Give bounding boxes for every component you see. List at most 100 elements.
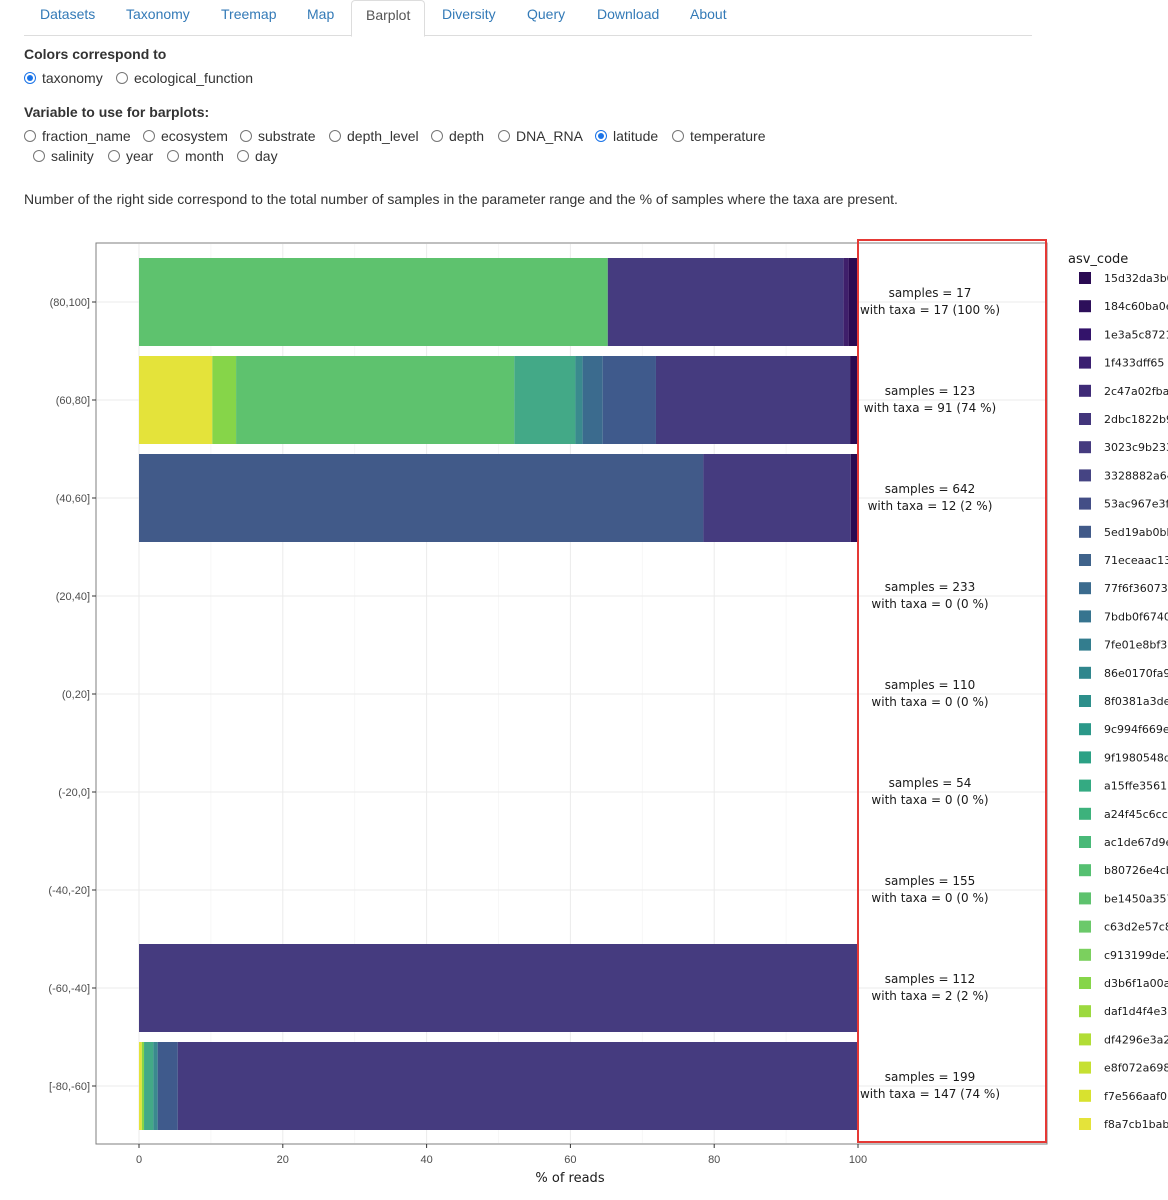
radio-dot-checked[interactable]: [595, 130, 607, 142]
tab-query[interactable]: Query: [527, 6, 566, 22]
legend-label: c913199de2: [1104, 949, 1168, 962]
legend-label: b80726e4cb: [1104, 864, 1168, 877]
radio-dot[interactable]: [498, 130, 510, 142]
radio-dna-rna[interactable]: DNA_RNA: [498, 127, 583, 145]
legend-label: ac1de67d9e: [1104, 836, 1168, 849]
legend-swatch: [1079, 807, 1091, 820]
bar-segment: [850, 356, 858, 444]
bar-segment: [602, 356, 656, 444]
bar-segment: [212, 356, 237, 444]
bar-segment: [850, 454, 858, 542]
legend-label: 2dbc1822b9: [1104, 413, 1168, 426]
radio-month[interactable]: month: [167, 147, 224, 165]
y-tick-label: [-80,-60]: [49, 1081, 90, 1093]
legend-swatch: [1079, 864, 1091, 877]
legend-swatch: [1079, 356, 1091, 369]
tab-map[interactable]: Map: [307, 6, 335, 22]
bar-segment: [141, 1042, 145, 1130]
legend-label: 15d32da3b0: [1104, 272, 1168, 285]
radio-label: temperature: [690, 128, 766, 144]
bar-segment: [144, 1042, 154, 1130]
legend-label: a15ffe3561: [1104, 780, 1167, 793]
radio-dot[interactable]: [108, 150, 120, 162]
y-tick-label: (60,80]: [56, 395, 90, 407]
legend-label: 5ed19ab0bb: [1104, 526, 1168, 539]
radio-dot[interactable]: [237, 150, 249, 162]
legend-label: f8a7cb1bab: [1104, 1118, 1168, 1131]
annotation-with-taxa: with taxa = 0 (0 %): [871, 891, 988, 905]
radio-dot[interactable]: [116, 72, 128, 84]
radio-depth-level[interactable]: depth_level: [329, 127, 419, 145]
radio-ecosystem[interactable]: ecosystem: [143, 127, 228, 145]
legend-swatch: [1079, 384, 1091, 397]
legend-swatch: [1079, 1061, 1091, 1074]
tab-about[interactable]: About: [690, 6, 727, 22]
radio-label: depth: [449, 128, 485, 144]
radio-label: month: [185, 148, 224, 164]
bar-segment: [177, 1042, 859, 1130]
bar-segment: [236, 356, 515, 444]
tab-datasets[interactable]: Datasets: [40, 6, 96, 22]
tab-barplot[interactable]: Barplot: [351, 0, 426, 37]
bar-segment: [153, 1042, 158, 1130]
tab-treemap[interactable]: Treemap: [221, 6, 277, 22]
radio-year[interactable]: year: [108, 147, 153, 165]
annotation-samples: samples = 123: [885, 384, 975, 398]
radio-salinity[interactable]: salinity: [33, 147, 94, 165]
legend-swatch: [1079, 582, 1091, 595]
y-tick-label: (0,20]: [62, 689, 90, 701]
radio-dot-checked[interactable]: [24, 72, 36, 84]
x-tick-label: 60: [564, 1154, 576, 1166]
annotation-samples: samples = 155: [885, 874, 975, 888]
radio-taxonomy[interactable]: taxonomy: [24, 69, 103, 87]
radio-label: depth_level: [347, 128, 419, 144]
legend-swatch: [1079, 977, 1091, 989]
radio-substrate[interactable]: substrate: [240, 127, 316, 145]
radio-dot[interactable]: [167, 150, 179, 162]
annotation-samples: samples = 233: [885, 580, 975, 594]
legend-label: 86e0170fa9: [1104, 667, 1168, 680]
tab-taxonomy[interactable]: Taxonomy: [126, 6, 190, 22]
legend-swatch: [1079, 836, 1091, 848]
bar-segment: [139, 944, 858, 1032]
radio-dot[interactable]: [24, 130, 36, 142]
annotation-with-taxa: with taxa = 12 (2 %): [868, 499, 993, 513]
radio-label: latitude: [613, 128, 659, 144]
tab-diversity[interactable]: Diversity: [442, 6, 496, 22]
radio-label: salinity: [51, 148, 94, 164]
radio-dot[interactable]: [240, 130, 252, 142]
radio-label: DNA_RNA: [516, 128, 583, 144]
legend-label: 3023c9b233: [1104, 441, 1168, 454]
bar-segment: [703, 454, 851, 542]
sample-annotations: samples = 17 with taxa = 17 (100 %) sample…: [860, 286, 1000, 1101]
legend-swatch: [1079, 554, 1091, 566]
legend-swatch: [1079, 300, 1091, 313]
radio-depth[interactable]: depth: [431, 127, 484, 145]
annotation-with-taxa: with taxa = 17 (100 %): [860, 303, 1000, 317]
bar-segment: [139, 258, 608, 346]
legend-label: daf1d4f4e3: [1104, 1005, 1167, 1018]
radio-dot[interactable]: [329, 130, 341, 142]
legend-label: d3b6f1a00a: [1104, 977, 1168, 990]
y-axis: (80,100] (60,80] (40,60] (20,40] (0,20] (-20,…: [48, 297, 96, 1093]
legend-swatch: [1079, 413, 1091, 425]
radio-dot[interactable]: [33, 150, 45, 162]
legend-label: 71eceaac13: [1104, 554, 1168, 567]
legend-swatch: [1079, 525, 1091, 538]
radio-latitude[interactable]: latitude: [595, 127, 658, 145]
legend-label: 77f6f36073: [1104, 582, 1168, 595]
legend-swatch: [1079, 610, 1091, 623]
radio-fraction-name[interactable]: fraction_name: [24, 127, 131, 145]
tab-download[interactable]: Download: [597, 6, 660, 22]
annotation-samples: samples = 54: [889, 776, 972, 790]
radio-dot[interactable]: [143, 130, 155, 142]
radio-day[interactable]: day: [237, 147, 278, 165]
radio-temperature[interactable]: temperature: [672, 127, 765, 145]
bar-segment: [157, 1042, 178, 1130]
legend-label: f7e566aaf0: [1104, 1090, 1167, 1103]
radio-ecological-function[interactable]: ecological_function: [116, 69, 253, 87]
radio-dot[interactable]: [672, 130, 684, 142]
x-tick-label: 0: [136, 1154, 142, 1166]
radio-dot[interactable]: [431, 130, 443, 142]
